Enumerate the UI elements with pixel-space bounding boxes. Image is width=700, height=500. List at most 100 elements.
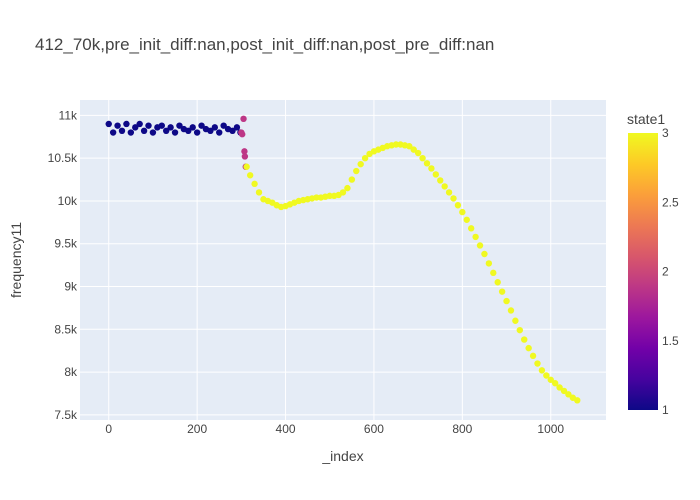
data-point (211, 124, 219, 131)
data-point (392, 141, 400, 148)
y-tick-label: 9k (64, 280, 78, 294)
data-point (406, 143, 413, 150)
data-point (136, 120, 143, 128)
data-point (198, 122, 205, 129)
data-point (432, 171, 440, 178)
data-point (565, 391, 572, 398)
data-point (503, 297, 510, 305)
data-point (207, 127, 214, 135)
data-point (114, 122, 121, 129)
colorbar (628, 133, 658, 410)
data-point (547, 376, 554, 383)
data-point (149, 129, 157, 136)
x-axis-title: _index (321, 448, 363, 464)
data-point (145, 122, 152, 129)
data-point (240, 115, 247, 123)
data-point (251, 180, 258, 188)
y-tick-label: 8k (64, 365, 78, 379)
data-point (463, 216, 470, 223)
x-tick-label: 200 (187, 422, 207, 436)
y-tick-label: 7.5k (54, 408, 78, 422)
chart-title: 412_70k,pre_init_diff:nan,post_init_diff… (35, 35, 494, 54)
data-point (246, 172, 254, 179)
data-point (485, 260, 493, 267)
x-tick-label: 800 (452, 422, 472, 436)
data-point (437, 177, 444, 184)
data-point (239, 131, 246, 138)
data-point (450, 195, 457, 202)
data-points (105, 115, 581, 404)
data-point (140, 127, 148, 135)
y-tick-label: 10.5k (48, 151, 78, 165)
data-point (233, 124, 241, 131)
data-point (490, 269, 497, 277)
data-point (498, 288, 506, 295)
data-point (361, 154, 369, 162)
x-tick-labels: 0 200 400 600 800 1000 (105, 422, 564, 436)
y-tick-labels: 7.5k 8k 8.5k 9k 9.5k 10k 10.5k 11k (48, 108, 78, 421)
y-tick-label: 11k (59, 108, 78, 122)
colorbar-tick-label: 2.5 (662, 195, 679, 209)
data-point (185, 127, 192, 135)
data-point (339, 189, 347, 196)
data-point (454, 202, 462, 209)
data-point (560, 387, 568, 395)
y-axis-title: frequency11 (8, 222, 24, 298)
data-point (534, 360, 541, 367)
data-point (220, 122, 227, 129)
data-point (105, 120, 112, 128)
data-point (313, 194, 320, 201)
data-point (574, 397, 581, 404)
data-point (538, 367, 546, 374)
data-point (132, 124, 139, 131)
y-tick-label: 10k (58, 194, 78, 208)
x-tick-label: 1000 (537, 422, 564, 436)
data-point (176, 122, 183, 129)
data-point (512, 317, 519, 324)
data-point (529, 352, 537, 360)
data-point (348, 176, 356, 183)
data-point (525, 344, 532, 352)
colorbar-tick-label: 3 (662, 126, 669, 140)
colorbar-tick-labels: 1 1.5 2 2.5 3 (662, 126, 679, 417)
data-point (193, 129, 201, 136)
x-tick-label: 600 (364, 422, 384, 436)
data-point (255, 189, 263, 196)
data-point (507, 307, 515, 314)
data-point (445, 189, 453, 196)
data-point (326, 192, 333, 200)
data-point (158, 122, 165, 129)
data-point (472, 233, 479, 241)
data-point (428, 165, 435, 172)
data-point (167, 124, 174, 131)
data-point (494, 279, 501, 286)
colorbar-tick-label: 1 (662, 403, 669, 417)
plot-area (80, 100, 606, 420)
data-point (481, 250, 488, 258)
data-point (516, 326, 524, 334)
data-point (216, 129, 223, 136)
y-tick-label: 8.5k (54, 322, 78, 336)
x-tick-label: 0 (105, 422, 112, 436)
data-point (118, 127, 126, 135)
x-tick-label: 400 (276, 422, 296, 436)
data-point (243, 163, 250, 170)
grid-lines (80, 100, 606, 420)
colorbar-tick-label: 2 (662, 265, 669, 279)
data-point (123, 120, 130, 128)
data-point (229, 127, 236, 135)
data-point (171, 129, 179, 136)
data-point (551, 380, 559, 387)
data-point (414, 149, 422, 157)
data-point (423, 160, 431, 167)
data-point (476, 242, 484, 249)
data-point (441, 183, 448, 190)
data-point (162, 127, 170, 135)
data-point (521, 336, 528, 343)
data-point (344, 184, 351, 192)
data-point (353, 167, 360, 175)
data-point (410, 146, 417, 153)
data-point (419, 154, 426, 162)
data-point (189, 124, 196, 131)
colorbar-title: state1 (627, 111, 665, 127)
